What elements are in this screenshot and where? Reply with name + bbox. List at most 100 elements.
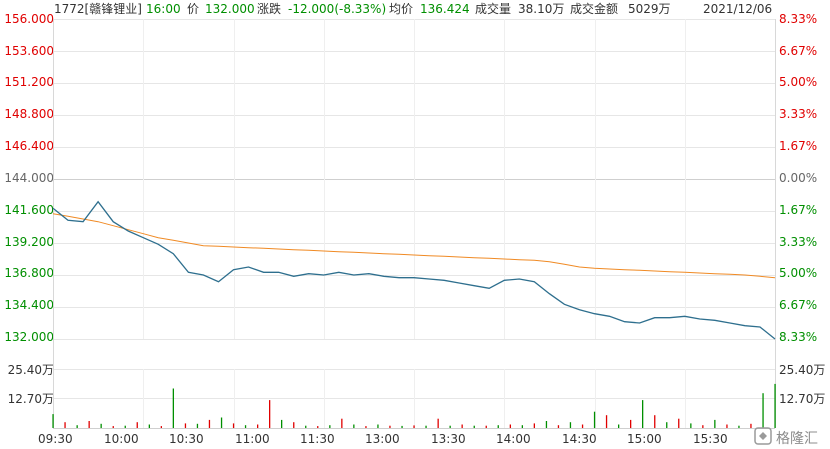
time-axis-label: 09:30 <box>38 432 73 446</box>
time-axis-label: 10:30 <box>169 432 204 446</box>
volume-bar <box>618 424 620 428</box>
volume-bar <box>317 426 319 428</box>
avg-price-line <box>52 213 776 279</box>
volume-bar <box>738 425 740 428</box>
price-axis-label: 156.000 <box>4 12 54 26</box>
volume-axis-label-right: 12.70万 <box>779 392 826 406</box>
logo-text: 格隆汇 <box>776 431 818 447</box>
volume-bar <box>100 423 102 428</box>
volume-bar <box>64 422 66 428</box>
volume-bar <box>52 414 54 428</box>
watermark-logo: 格隆汇 <box>752 425 830 447</box>
percent-axis-label: 3.33% <box>779 107 818 121</box>
volume-axis-label: 25.40万 <box>7 363 54 377</box>
volume-bar <box>593 411 596 428</box>
quote-date: 2021/12/06 <box>703 2 773 16</box>
volume-bar <box>485 425 487 428</box>
percent-axis-label: 5.00% <box>779 75 818 89</box>
volume-axis-label-right: 25.40万 <box>779 363 826 377</box>
price-axis-label: 139.200 <box>4 235 54 249</box>
change-value: -12.000(-8.33%) <box>288 2 387 16</box>
time-axis-label: 14:00 <box>496 432 531 446</box>
volume-bar <box>281 419 283 428</box>
volume-bar <box>545 421 548 428</box>
logo-icon <box>754 427 772 445</box>
volume-bar <box>509 424 511 428</box>
volume-bar <box>232 423 235 428</box>
turnover-value: 5029万 <box>628 2 671 16</box>
volume-bar <box>581 424 584 428</box>
volume-bar <box>184 423 187 428</box>
price-axis-label: 151.200 <box>4 75 54 89</box>
volume-bar <box>76 425 78 428</box>
volume-bar <box>762 393 764 428</box>
volume-bar <box>654 415 656 428</box>
time-axis-label: 11:00 <box>235 432 270 446</box>
percent-axis-label: 1.67% <box>779 203 818 217</box>
price-axis-label: 148.800 <box>4 107 54 121</box>
percent-axis-label: 0.00% <box>779 171 818 185</box>
volume-bar <box>557 425 560 428</box>
volume-bar <box>521 425 523 428</box>
volume-bar <box>702 425 704 428</box>
volume-bar <box>293 422 295 428</box>
time-axis-label: 15:30 <box>693 432 728 446</box>
volume-bar <box>172 388 174 428</box>
volume-bar <box>630 419 632 428</box>
volume-bar <box>774 383 776 428</box>
volume-bar <box>88 421 90 428</box>
price-label: 价 <box>187 2 200 16</box>
volume-bar <box>377 424 379 428</box>
volume-bar <box>437 418 439 428</box>
volume-bar <box>124 425 126 428</box>
percent-axis-label: 1.67% <box>779 139 818 153</box>
volume-bar <box>244 425 247 428</box>
volume-bar <box>413 425 415 428</box>
volume-bar <box>678 418 680 428</box>
avg-value: 136.424 <box>420 2 470 16</box>
volume-bar <box>269 400 271 428</box>
time-axis-label: 14:30 <box>562 432 597 446</box>
time-axis-label: 13:30 <box>431 432 466 446</box>
volume-bar <box>497 425 499 428</box>
volume-bar <box>196 423 199 428</box>
time-axis-label: 15:00 <box>627 432 662 446</box>
volume-bar <box>533 423 535 428</box>
price-value: 132.000 <box>205 2 255 16</box>
volume-bar <box>449 425 451 428</box>
volume-bar <box>473 425 475 428</box>
time-axis-label: 11:30 <box>300 432 335 446</box>
volume-value: 38.10万 <box>518 2 565 16</box>
volume-bar <box>690 423 692 428</box>
price-line <box>52 200 776 340</box>
percent-axis-label: 5.00% <box>779 266 818 280</box>
volume-bar <box>353 424 355 428</box>
volume-axis-label: 12.70万 <box>7 392 54 406</box>
quote-time: 16:00 <box>146 2 181 16</box>
time-axis-label: 13:00 <box>365 432 400 446</box>
percent-axis-label: 3.33% <box>779 235 818 249</box>
volume-bar <box>461 424 463 428</box>
price-axis-label: 146.400 <box>4 139 54 153</box>
volume-bar <box>208 419 211 428</box>
volume-bar <box>666 422 668 428</box>
percent-axis-label: 6.67% <box>779 44 818 58</box>
price-axis-label: 153.600 <box>4 44 54 58</box>
volume-bar <box>136 422 138 428</box>
volume-bar <box>425 425 427 428</box>
percent-axis-label: 8.33% <box>779 330 818 344</box>
volume-bar <box>341 418 343 428</box>
volume-bar <box>726 424 728 428</box>
volume-bar <box>365 426 367 428</box>
price-axis-label: 141.600 <box>4 203 54 217</box>
change-label: 涨跌 <box>257 2 282 16</box>
volume-bar <box>605 415 608 428</box>
volume-bar <box>714 419 716 428</box>
volume-bar <box>569 422 572 428</box>
volume-bar <box>148 424 150 428</box>
volume-bar <box>112 426 114 428</box>
volume-bar <box>220 417 223 428</box>
price-axis-label: 132.000 <box>4 330 54 344</box>
volume-bar <box>401 425 403 428</box>
